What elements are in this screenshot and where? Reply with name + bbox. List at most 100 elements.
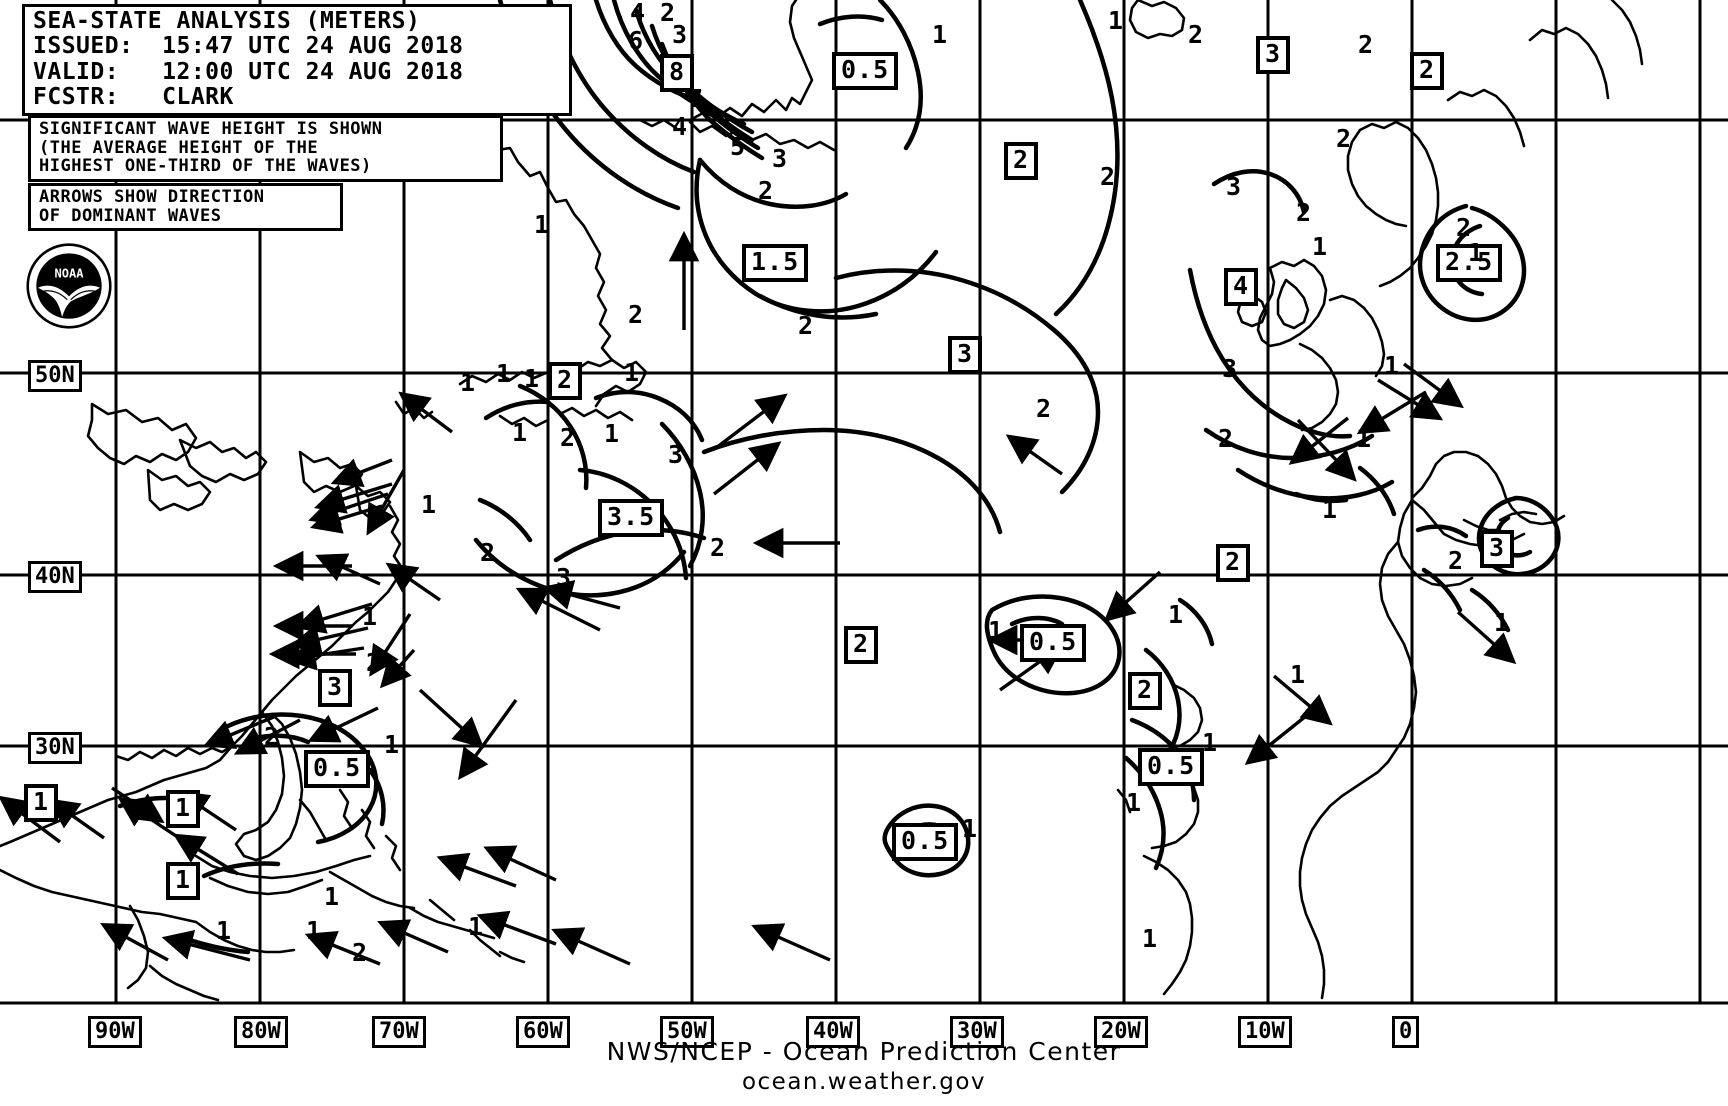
graticule <box>0 0 1728 1005</box>
longitude-label-40w: 40W <box>806 1016 860 1049</box>
contour-value-label: 2 <box>560 423 576 452</box>
swh-note-line-2: (THE AVERAGE HEIGHT OF THE <box>39 137 319 158</box>
contour-value-label: 6 <box>628 26 644 55</box>
contour-value-label: 1 <box>1126 788 1142 817</box>
contour-value-label: 1 <box>1142 924 1158 953</box>
contour-value-box: 0.5 <box>1138 748 1205 786</box>
contour-value-label: 2 <box>1218 424 1234 453</box>
contour-value-box: 1 <box>166 862 201 900</box>
contour-value-label: 1 <box>1384 351 1400 380</box>
contour-value-label: 1 <box>932 20 948 49</box>
title-box: SEA-STATE ANALYSIS (METERS) ISSUED: 15:4… <box>22 4 572 117</box>
contour-value-label: 2 <box>1358 30 1374 59</box>
contour-value-label: 2 <box>1336 124 1352 153</box>
longitude-label-20w: 20W <box>1094 1016 1148 1049</box>
contour-value-box: 2 <box>1410 52 1445 90</box>
contour-value-box: 1.5 <box>742 244 809 282</box>
contour-value-label: 3 <box>556 563 572 592</box>
contour-value-label: 4 <box>630 0 646 27</box>
contour-value-label: 1 <box>534 210 550 239</box>
contour-value-box: 3 <box>318 669 353 707</box>
contour-value-label: 1 <box>1290 660 1306 689</box>
swh-note-line-1: SIGNIFICANT WAVE HEIGHT IS SHOWN <box>39 119 383 139</box>
contour-value-label: 1 <box>1356 424 1372 453</box>
contour-value-label: 2 <box>758 176 774 205</box>
longitude-label-60w: 60W <box>516 1016 570 1049</box>
contour-value-label: 1 <box>1108 6 1124 35</box>
contour-value-box: 1 <box>24 784 59 822</box>
arrow-note-line-1: ARROWS SHOW DIRECTION <box>39 187 265 207</box>
contour-value-label: 3 <box>668 440 684 469</box>
contour-value-label: 1 <box>362 602 378 631</box>
contour-value-label: 1 <box>1312 232 1328 261</box>
contour-value-label: 2 <box>660 0 676 27</box>
contour-value-box: 3 <box>1256 36 1291 74</box>
contour-value-label: 1 <box>468 912 484 941</box>
contour-value-label: 1 <box>624 358 640 387</box>
longitude-label-90w: 90W <box>88 1016 142 1049</box>
footer-website[interactable]: ocean.weather.gov <box>741 1069 987 1095</box>
contour-value-label: 2 <box>1100 162 1116 191</box>
longitude-label-0: 0 <box>1392 1016 1420 1049</box>
latitude-label-40n: 40N <box>28 561 82 594</box>
contour-value-box: 2 <box>844 626 879 664</box>
contour-value-label: 1 <box>1168 600 1184 629</box>
contour-value-label: 3 <box>772 144 788 173</box>
contour-value-label: 3 <box>1226 172 1242 201</box>
contour-value-box: 2 <box>1216 544 1251 582</box>
arrow-legend-note-box: ARROWS SHOW DIRECTION OF DOMINANT WAVES <box>28 183 343 232</box>
swh-note-line-3: HIGHEST ONE-THIRD OF THE WAVES) <box>39 156 372 177</box>
contour-value-label: 2 <box>352 938 368 967</box>
contour-value-box: 2 <box>1004 142 1039 180</box>
noaa-logo: NOAA <box>26 243 112 329</box>
contour-value-label: 2 <box>1296 198 1312 227</box>
arrow-note-line-2: OF DOMINANT WAVES <box>39 205 222 226</box>
contour-value-label: 1 <box>524 364 540 393</box>
contour-value-box: 0.5 <box>1020 624 1087 662</box>
contour-value-label: 2 <box>1448 546 1464 575</box>
wave-direction-arrows <box>0 230 1517 966</box>
contour-value-label: 4 <box>672 112 688 141</box>
contour-value-label: 1 <box>1494 608 1510 637</box>
contour-value-label: 2 <box>798 311 814 340</box>
contour-value-box: 4 <box>1224 268 1259 306</box>
contour-value-label: 1 <box>496 359 512 388</box>
contour-value-label: 3 <box>672 20 688 49</box>
contour-value-box: 2.5 <box>1436 244 1503 282</box>
contour-value-label: 2 <box>480 538 496 567</box>
contour-value-box: 0.5 <box>304 750 371 788</box>
contour-value-label: 1 <box>216 916 232 945</box>
longitude-label-80w: 80W <box>234 1016 288 1049</box>
longitude-label-70w: 70W <box>372 1016 426 1049</box>
contour-value-label: 2 <box>628 300 644 329</box>
contour-value-label: 1 <box>988 616 1004 645</box>
contour-value-label: 1 <box>604 419 620 448</box>
title-line-product: SEA-STATE ANALYSIS (METERS) <box>33 8 421 34</box>
contour-value-box: 1 <box>166 790 201 828</box>
contour-value-label: 2 <box>1456 213 1472 242</box>
contour-value-label: 1 <box>460 368 476 397</box>
contour-value-label: 3 <box>1222 354 1238 383</box>
footer-agency: NWS/NCEP - Ocean Prediction Center <box>606 1037 1122 1066</box>
contour-value-label: 1 <box>421 490 437 519</box>
contour-value-box: 0.5 <box>892 823 959 861</box>
longitude-label-10w: 10W <box>1238 1016 1292 1049</box>
contour-value-label: 2 <box>1188 20 1204 49</box>
contour-value-label: 1 <box>324 882 340 911</box>
contour-value-label: 1 <box>384 730 400 759</box>
contour-value-label: 1 <box>306 916 322 945</box>
latitude-label-30n: 30N <box>28 732 82 765</box>
contour-value-box: 8 <box>660 54 695 92</box>
contour-value-box: 3.5 <box>598 499 665 537</box>
contour-value-label: 1 <box>962 814 978 843</box>
title-line-issued: ISSUED: 15:47 UTC 24 AUG 2018 <box>33 33 464 60</box>
contour-value-box: 3 <box>1480 530 1515 568</box>
contour-value-box: 2 <box>548 362 583 400</box>
contour-value-box: 2 <box>1128 672 1163 710</box>
title-line-fcstr: FCSTR: CLARK <box>33 83 234 110</box>
longitude-label-30w: 30W <box>950 1016 1004 1049</box>
title-line-valid: VALID: 12:00 UTC 24 AUG 2018 <box>33 58 464 85</box>
significant-wave-height-note-box: SIGNIFICANT WAVE HEIGHT IS SHOWN (THE AV… <box>28 115 503 183</box>
